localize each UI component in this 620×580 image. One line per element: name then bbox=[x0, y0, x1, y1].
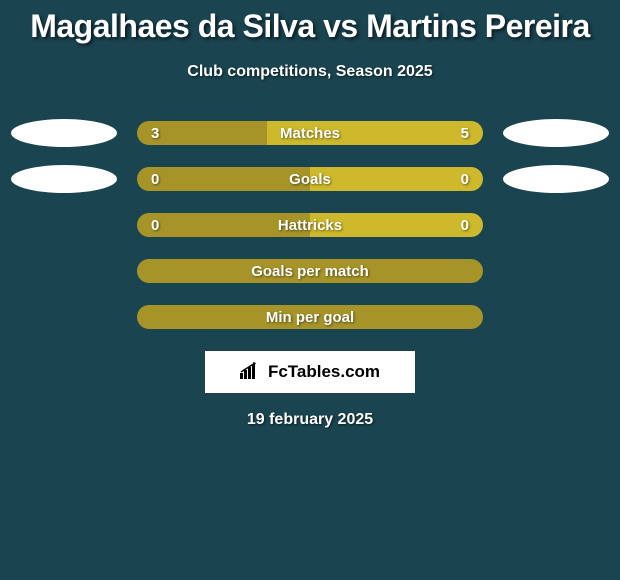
player-left-marker bbox=[11, 165, 117, 193]
stat-row: Goals per match bbox=[0, 259, 620, 283]
player-right-marker bbox=[503, 165, 609, 193]
date-text: 19 february 2025 bbox=[0, 411, 620, 429]
logo-box: FcTables.com bbox=[205, 351, 415, 393]
stat-value-right: 0 bbox=[461, 171, 469, 188]
stat-label: Matches bbox=[280, 125, 340, 142]
stat-bar: Goals per match bbox=[137, 259, 483, 283]
stat-value-right: 5 bbox=[461, 125, 469, 142]
stat-row: 0 Hattricks 0 bbox=[0, 213, 620, 237]
bar-fill-left bbox=[137, 167, 310, 191]
stat-value-left: 3 bbox=[151, 125, 159, 142]
page-title: Magalhaes da Silva vs Martins Pereira bbox=[0, 8, 620, 45]
bars-icon bbox=[240, 361, 262, 384]
stat-label: Goals per match bbox=[251, 263, 369, 280]
player-right-marker bbox=[503, 119, 609, 147]
stat-value-right: 0 bbox=[461, 217, 469, 234]
bar-fill-right bbox=[310, 167, 483, 191]
stat-bar: 0 Goals 0 bbox=[137, 167, 483, 191]
logo: FcTables.com bbox=[240, 361, 380, 384]
stat-bar: 0 Hattricks 0 bbox=[137, 213, 483, 237]
stat-value-left: 0 bbox=[151, 217, 159, 234]
page-subtitle: Club competitions, Season 2025 bbox=[0, 63, 620, 81]
stats-list: 3 Matches 5 0 Goals 0 0 Hattricks 0 Goals per mat… bbox=[0, 121, 620, 329]
stat-label: Hattricks bbox=[278, 217, 342, 234]
stat-bar: 3 Matches 5 bbox=[137, 121, 483, 145]
stat-label: Min per goal bbox=[266, 309, 354, 326]
stat-row: 3 Matches 5 bbox=[0, 121, 620, 145]
player-left-marker bbox=[11, 119, 117, 147]
stat-row: 0 Goals 0 bbox=[0, 167, 620, 191]
comparison-infographic: Magalhaes da Silva vs Martins Pereira Cl… bbox=[0, 0, 620, 429]
stat-bar: Min per goal bbox=[137, 305, 483, 329]
logo-text: FcTables.com bbox=[268, 362, 380, 382]
stat-row: Min per goal bbox=[0, 305, 620, 329]
stat-label: Goals bbox=[289, 171, 331, 188]
stat-value-left: 0 bbox=[151, 171, 159, 188]
